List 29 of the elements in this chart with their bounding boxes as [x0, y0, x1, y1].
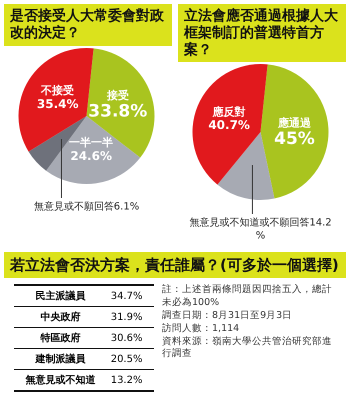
- slice-label: 應通過: [276, 117, 312, 130]
- slice-label: 一半一半: [69, 136, 114, 149]
- text: 30.6%: [110, 332, 142, 344]
- text: 31.9%: [110, 312, 142, 323]
- category-label: 無意見或不知道: [24, 374, 96, 388]
- text: 20.5%: [110, 354, 142, 365]
- category-label: 民主派議員: [34, 289, 86, 304]
- text: 註：上述首兩條問題因四捨五入，總計未必為100%: [162, 284, 333, 310]
- data-label: 45%: [274, 130, 315, 150]
- text: 34.7%: [110, 290, 142, 302]
- data-label: 40.7%: [208, 118, 250, 132]
- slice-label: 接受: [106, 88, 129, 102]
- slice-label: 不接受: [40, 84, 74, 97]
- chart-title: 是否接受人大常委會對政改的決定？: [4, 4, 172, 46]
- category-label: 特區政府: [39, 331, 82, 346]
- category-label: 建制派議員: [34, 352, 86, 368]
- source-note: 資料來源：嶺南大學公共管治研究部進行調查: [162, 336, 333, 362]
- slice-label: 無意見或不知道或不願回答14.2%: [189, 216, 332, 242]
- text: 訪問人數：1,114: [162, 322, 240, 336]
- slice-label: 應反對: [212, 106, 246, 119]
- slice-label: 無意見或不願回答6.1%: [34, 200, 140, 212]
- category-label: 中央政府: [39, 310, 82, 326]
- data-label: 35.4%: [36, 96, 79, 111]
- text: 若立法會否決方案，責任誰屬？(可多於一個選擇): [4, 252, 346, 278]
- chart-title: 立法會應否通過根據人大框架制訂的普選特首方案？: [178, 4, 346, 62]
- data-label: 33.8%: [88, 101, 148, 122]
- text: 調查日期：8月31日至9月3日: [162, 310, 294, 323]
- data-label: 24.6%: [70, 148, 112, 162]
- text: 13.2%: [110, 374, 142, 386]
